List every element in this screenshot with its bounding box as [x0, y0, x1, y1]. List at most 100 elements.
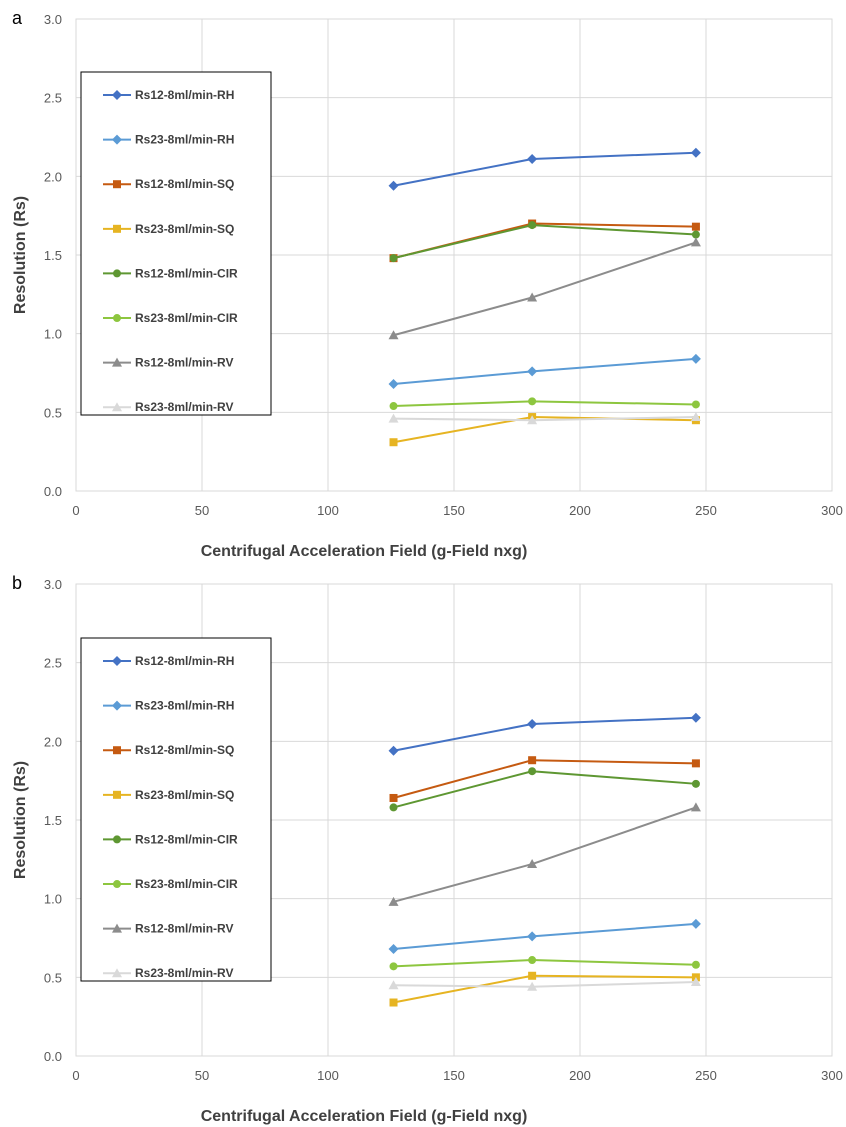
y-tick-label: 1.5: [44, 248, 62, 263]
y-tick-label: 2.5: [44, 91, 62, 106]
y-tick-label: 1.0: [44, 327, 62, 342]
series-Rs12-8ml/min-RH: [388, 712, 701, 756]
chart-panel-a: 0 50 100 150 200 250 300 0.0 0.5 1.0 1.5 2.0 2.5 3.0 a…: [12, 8, 843, 560]
data-point: [691, 400, 700, 409]
series-line: [393, 959, 696, 968]
y-tick-label: 3.0: [44, 12, 62, 27]
data-point: [389, 254, 398, 263]
data-point: [389, 402, 398, 411]
data-point: [527, 859, 538, 869]
legend-marker: [112, 923, 122, 933]
series-line: [393, 224, 696, 260]
data-point: [528, 767, 537, 776]
data-point: [690, 412, 701, 422]
series-Rs12-8ml/min-SQ: [389, 756, 700, 802]
panel-label: b: [12, 573, 22, 593]
legend-item: Rs12-8ml/min-RV: [103, 922, 233, 936]
data-point: [528, 221, 537, 230]
legend-label: Rs12-8ml/min-SQ: [135, 177, 234, 191]
series-line: [393, 922, 696, 951]
x-tick-label: 150: [443, 1068, 465, 1083]
series-Rs12-8ml/min-RV: [388, 802, 701, 906]
legend-marker: [113, 790, 121, 799]
legend-label: Rs23-8ml/min-RH: [135, 699, 234, 713]
legend-box: [80, 71, 272, 416]
y-tick-label: 2.5: [44, 656, 62, 671]
y-tick-label: 3.0: [44, 577, 62, 592]
series-line: [393, 759, 696, 799]
legend-label: Rs23-8ml/min-CIR: [135, 311, 238, 325]
y-tick-label: 2.0: [44, 734, 62, 749]
legend-box: [80, 637, 272, 982]
data-point: [691, 960, 700, 969]
legend: Rs12-8ml/min-RH Rs23-8ml/min-RH Rs12-8ml/m…: [80, 71, 272, 416]
y-axis-title: Resolution (Rs): [12, 196, 29, 314]
data-point: [528, 956, 537, 965]
legend-marker: [113, 835, 121, 844]
data-point: [691, 230, 700, 239]
legend-item: Rs12-8ml/min-RH: [103, 654, 234, 668]
legend-item: Rs23-8ml/min-RV: [103, 966, 233, 980]
x-tick-label: 300: [821, 1068, 843, 1083]
data-point: [388, 745, 399, 756]
y-tick-label: 0.5: [44, 405, 62, 420]
legend-label: Rs12-8ml/min-RV: [135, 356, 233, 370]
legend-label: Rs12-8ml/min-RH: [135, 654, 234, 668]
x-tick-label: 250: [695, 503, 717, 518]
x-tick-label: 0: [72, 1068, 79, 1083]
data-point: [389, 438, 398, 447]
data-point: [527, 719, 538, 730]
data-point: [527, 292, 538, 302]
data-point: [388, 944, 399, 955]
legend-marker: [112, 656, 122, 666]
series-Rs23-8ml/min-RV: [388, 977, 701, 991]
data-point: [527, 981, 538, 991]
legend-item: Rs23-8ml/min-SQ: [103, 222, 234, 236]
legend-marker: [112, 700, 122, 711]
data-point: [527, 931, 538, 942]
legend-item: Rs12-8ml/min-RV: [103, 356, 233, 370]
data-point: [388, 980, 399, 990]
legend-marker: [112, 968, 122, 978]
series-Rs23-8ml/min-RV: [388, 412, 701, 425]
y-tick-label: 0.0: [44, 1049, 62, 1064]
legend-item: Rs23-8ml/min-CIR: [103, 877, 238, 891]
data-point: [389, 962, 398, 971]
data-point: [528, 756, 537, 765]
data-point: [527, 154, 538, 165]
data-point: [388, 180, 399, 191]
y-tick-label: 0.0: [44, 484, 62, 499]
legend-label: Rs23-8ml/min-SQ: [135, 222, 234, 236]
series-line: [393, 981, 696, 988]
data-point: [388, 413, 399, 423]
data-point: [690, 712, 701, 723]
x-tick-label: 300: [821, 503, 843, 518]
y-tick-label: 0.5: [44, 970, 62, 985]
legend-marker: [112, 357, 122, 367]
series-line: [393, 974, 696, 1004]
x-tick-label: 200: [569, 503, 591, 518]
legend-item: Rs12-8ml/min-CIR: [103, 832, 238, 846]
x-tick-label: 0: [72, 503, 79, 518]
legend-marker: [113, 269, 121, 278]
panel-label: a: [12, 8, 23, 28]
data-point: [388, 896, 399, 906]
data-point: [690, 977, 701, 987]
legend-item: Rs23-8ml/min-RH: [103, 699, 234, 713]
data-point: [691, 222, 700, 231]
series-Rs12-8ml/min-RH: [388, 147, 701, 191]
legend-label: Rs23-8ml/min-RV: [135, 966, 233, 980]
data-point: [388, 330, 399, 340]
x-tick-label: 100: [317, 503, 339, 518]
y-axis-title: Resolution (Rs): [12, 761, 29, 879]
y-tick-label: 1.5: [44, 813, 62, 828]
series-line: [393, 716, 696, 752]
legend-marker: [112, 402, 122, 412]
series-Rs12-8ml/min-CIR: [389, 767, 700, 812]
legend-label: Rs12-8ml/min-CIR: [135, 832, 238, 846]
series-line: [393, 400, 696, 408]
legend-item: Rs12-8ml/min-CIR: [103, 266, 238, 280]
series-Rs23-8ml/min-CIR: [389, 956, 700, 971]
y-tick-label: 1.0: [44, 892, 62, 907]
data-point: [691, 779, 700, 788]
